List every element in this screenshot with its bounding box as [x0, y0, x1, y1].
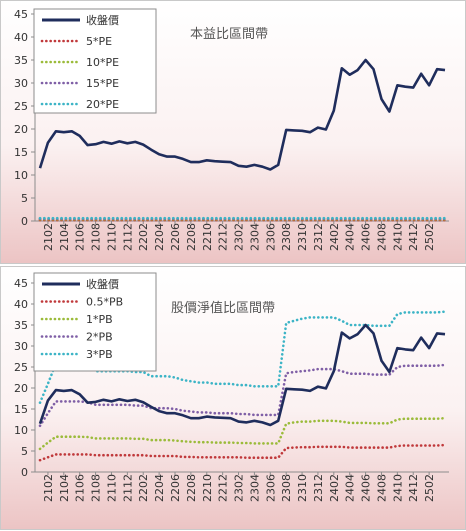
pe-band-chart-panel: 0 5 10 15 20 25 30 35 40 45 2102 2104 2106 2108 2110 21… [0, 0, 466, 264]
x-tick-label: 2102 [42, 223, 55, 251]
series-line-1 [38, 443, 447, 462]
x-tick-label: 2406 [360, 474, 373, 502]
x-tick-label: 2206 [169, 223, 182, 251]
x-tick-label: 2202 [137, 474, 150, 502]
x-tick-label: 2102 [42, 474, 55, 502]
x-tick-label: 2106 [74, 223, 87, 251]
x-tick-label: 2206 [169, 474, 182, 502]
pb-band-chart: 0 5 10 15 20 25 30 35 40 45 2102 2104 2106 2108 2110 21… [14, 272, 449, 502]
x-tick-label: 2204 [153, 223, 166, 251]
x-tick-label: 2310 [296, 474, 309, 502]
legend-label-2: 1*PB [86, 313, 113, 326]
y-tick-label: 15 [14, 146, 28, 159]
series-line-2 [38, 416, 447, 451]
y-tick-label: 40 [14, 31, 28, 44]
x-tick-label: 2110 [105, 223, 118, 251]
x-tick-label: 2402 [328, 474, 341, 502]
x-tick-label: 2410 [391, 223, 404, 251]
y-tick-label: 20 [14, 123, 28, 136]
x-tick-label: 2104 [58, 223, 71, 251]
x-tick-label: 2202 [137, 223, 150, 251]
x-tick-label: 2108 [90, 474, 103, 502]
x-tick-label: 2212 [217, 223, 230, 251]
x-tick-label: 2410 [391, 474, 404, 502]
y-tick-label: 30 [14, 77, 28, 90]
y-tick-label: 45 [14, 8, 28, 21]
legend-label-2: 10*PE [86, 56, 119, 69]
y-tick-label: 15 [14, 403, 28, 416]
series-line-0 [38, 323, 446, 427]
legend-label-3: 2*PB [86, 331, 113, 344]
x-tick-label: 2112 [121, 474, 134, 502]
x-tick-label: 2212 [217, 474, 230, 502]
x-tick-label: 2502 [423, 474, 436, 502]
x-tick-label: 2312 [312, 474, 325, 502]
legend-label-0: 收盤價 [86, 277, 119, 291]
y-tick-label: 10 [14, 424, 28, 437]
x-tick-label: 2304 [248, 223, 261, 251]
legend-label-3: 15*PE [86, 77, 119, 90]
y-tick-label: 45 [14, 277, 28, 290]
x-tick-label: 2406 [360, 223, 373, 251]
x-tick-label: 2404 [344, 223, 357, 251]
legend-label-4: 3*PB [86, 348, 113, 361]
x-tick-label: 2408 [375, 474, 388, 502]
x-tick-label: 2208 [185, 223, 198, 251]
series-line-3 [38, 363, 447, 428]
x-tick-label: 2306 [264, 474, 277, 502]
x-tick-label: 2310 [296, 223, 309, 251]
legend-label-1: 5*PE [86, 35, 112, 48]
x-tick-label: 2412 [407, 223, 420, 251]
y-tick-label: 20 [14, 382, 28, 395]
legend-label-1: 0.5*PB [86, 296, 123, 309]
y-tick-label: 30 [14, 340, 28, 353]
x-tick-label: 2306 [264, 223, 277, 251]
x-tick-label: 2208 [185, 474, 198, 502]
x-tick-label: 2210 [201, 474, 214, 502]
y-tick-label: 5 [21, 192, 28, 205]
y-tick-label: 35 [14, 54, 28, 67]
x-tick-label: 2412 [407, 474, 420, 502]
x-tick-label: 2112 [121, 223, 134, 251]
x-tick-label: 2110 [105, 474, 118, 502]
legend-label-0: 收盤價 [86, 13, 119, 27]
x-tick-label: 2302 [233, 223, 246, 251]
x-tick-label: 2304 [248, 474, 261, 502]
x-tick-label: 2404 [344, 474, 357, 502]
y-tick-label: 35 [14, 319, 28, 332]
y-tick-label: 10 [14, 169, 28, 182]
x-tick-label: 2302 [233, 474, 246, 502]
y-tick-label: 0 [21, 215, 28, 228]
series-line-4 [38, 310, 447, 404]
pe-band-chart: 0 5 10 15 20 25 30 35 40 45 2102 2104 2106 2108 2110 21… [14, 8, 449, 251]
chart-title: 股價淨值比區間帶 [171, 300, 275, 316]
x-tick-label: 2308 [280, 223, 293, 251]
y-tick-label: 0 [21, 466, 28, 479]
x-tick-label: 2108 [90, 223, 103, 251]
x-tick-label: 2408 [375, 223, 388, 251]
x-tick-label: 2402 [328, 223, 341, 251]
legend-label-4: 20*PE [86, 98, 119, 111]
x-tick-label: 2204 [153, 474, 166, 502]
x-tick-label: 2106 [74, 474, 87, 502]
series-line-0 [38, 58, 446, 171]
pb-band-chart-panel: 0 5 10 15 20 25 30 35 40 45 2102 2104 2106 2108 2110 21… [0, 266, 466, 530]
y-tick-label: 40 [14, 298, 28, 311]
chart-title: 本益比區間帶 [190, 27, 268, 42]
x-tick-label: 2210 [201, 223, 214, 251]
y-tick-label: 5 [21, 445, 28, 458]
y-tick-label: 25 [14, 100, 28, 113]
x-tick-label: 2502 [423, 223, 436, 251]
x-tick-label: 2104 [58, 474, 71, 502]
y-tick-label: 25 [14, 361, 28, 374]
x-tick-label: 2312 [312, 223, 325, 251]
x-tick-label: 2308 [280, 474, 293, 502]
